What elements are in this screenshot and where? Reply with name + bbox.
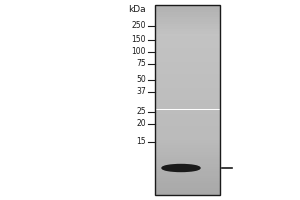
Bar xyxy=(155,10,220,12)
Bar xyxy=(155,90,220,93)
Text: 75: 75 xyxy=(136,60,146,68)
Bar xyxy=(155,105,220,107)
Text: 250: 250 xyxy=(131,21,146,30)
Bar xyxy=(155,157,220,159)
Bar xyxy=(155,148,220,150)
Bar xyxy=(155,72,220,74)
Text: 15: 15 xyxy=(136,138,146,146)
Ellipse shape xyxy=(162,164,200,171)
Bar xyxy=(155,159,220,162)
Bar xyxy=(155,188,220,190)
Text: 20: 20 xyxy=(136,119,146,129)
Bar xyxy=(155,24,220,26)
Bar xyxy=(155,181,220,183)
Bar xyxy=(155,131,220,133)
Bar xyxy=(155,129,220,131)
Bar xyxy=(155,64,220,67)
Bar xyxy=(155,164,220,166)
Bar xyxy=(155,48,220,50)
Text: 50: 50 xyxy=(136,75,146,84)
Text: 100: 100 xyxy=(131,47,146,56)
Bar xyxy=(155,126,220,129)
Bar xyxy=(155,107,220,109)
Bar xyxy=(155,38,220,41)
Text: 25: 25 xyxy=(136,108,146,116)
Bar xyxy=(155,86,220,88)
Bar xyxy=(155,83,220,86)
Text: 37: 37 xyxy=(136,88,146,97)
Bar xyxy=(155,169,220,171)
Bar xyxy=(155,93,220,95)
Bar xyxy=(155,12,220,15)
Bar xyxy=(155,186,220,188)
Bar xyxy=(155,45,220,48)
Bar xyxy=(155,43,220,45)
Bar xyxy=(155,174,220,176)
Bar xyxy=(155,178,220,181)
Bar xyxy=(155,133,220,136)
Bar xyxy=(155,50,220,52)
Bar xyxy=(155,76,220,79)
Bar xyxy=(155,193,220,195)
Bar xyxy=(155,152,220,155)
Bar xyxy=(155,143,220,145)
Bar xyxy=(155,150,220,152)
Bar xyxy=(155,102,220,105)
Bar xyxy=(155,26,220,29)
Bar xyxy=(155,62,220,64)
Bar xyxy=(155,190,220,193)
Bar xyxy=(155,79,220,81)
Bar xyxy=(155,22,220,24)
Bar xyxy=(155,17,220,19)
Bar xyxy=(155,162,220,164)
Bar xyxy=(155,31,220,33)
Bar xyxy=(155,19,220,22)
Bar xyxy=(155,15,220,17)
Bar xyxy=(155,138,220,140)
Bar xyxy=(155,67,220,69)
Bar xyxy=(155,183,220,186)
Bar xyxy=(155,74,220,76)
Bar xyxy=(155,171,220,174)
Bar xyxy=(155,117,220,119)
Bar xyxy=(155,5,220,195)
Bar xyxy=(155,36,220,38)
Bar xyxy=(155,81,220,83)
Bar xyxy=(155,166,220,169)
Bar xyxy=(155,69,220,72)
Bar xyxy=(155,176,220,178)
Bar xyxy=(155,95,220,98)
Bar xyxy=(155,29,220,31)
Bar xyxy=(155,114,220,117)
Bar xyxy=(155,5,220,7)
Bar xyxy=(155,124,220,126)
Bar xyxy=(155,7,220,10)
Bar xyxy=(155,121,220,124)
Bar xyxy=(155,60,220,62)
Bar xyxy=(155,145,220,148)
Bar xyxy=(155,110,220,112)
Bar xyxy=(155,98,220,100)
Bar xyxy=(155,136,220,138)
Bar xyxy=(155,33,220,36)
Bar xyxy=(155,52,220,55)
Bar xyxy=(155,112,220,114)
Text: 150: 150 xyxy=(131,36,146,45)
Bar xyxy=(155,57,220,60)
Bar xyxy=(155,140,220,143)
Bar xyxy=(155,100,220,102)
Text: kDa: kDa xyxy=(128,5,146,15)
Bar xyxy=(155,119,220,121)
Bar xyxy=(155,155,220,157)
Bar xyxy=(155,41,220,43)
Bar xyxy=(155,88,220,90)
Bar xyxy=(155,55,220,57)
